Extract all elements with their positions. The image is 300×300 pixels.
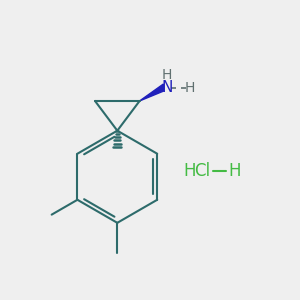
Text: H: H (162, 68, 172, 82)
Text: H: H (229, 162, 241, 180)
Text: H: H (183, 162, 196, 180)
Text: N: N (162, 80, 173, 95)
Polygon shape (140, 84, 164, 101)
Text: Cl: Cl (195, 162, 211, 180)
Text: H: H (185, 81, 195, 94)
